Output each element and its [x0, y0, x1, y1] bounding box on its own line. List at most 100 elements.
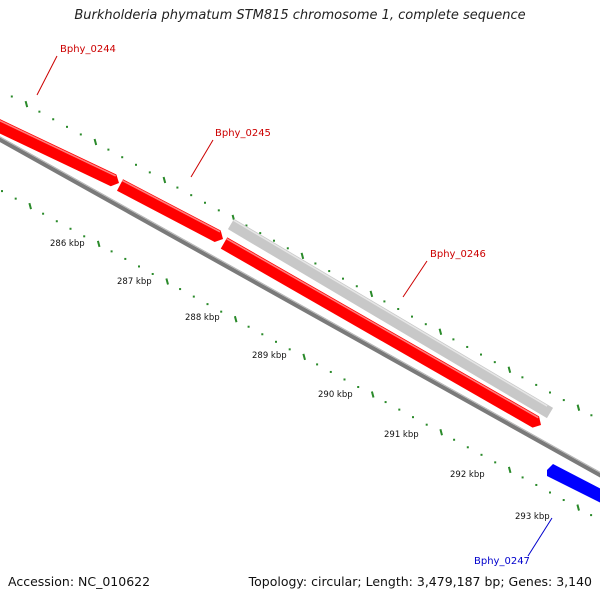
other-feature-bar [227, 218, 554, 419]
minor-tick [535, 483, 538, 486]
major-tick [576, 404, 581, 411]
major-tick [93, 138, 98, 146]
major-tick [576, 504, 580, 511]
inner-tick-track [1, 190, 593, 517]
minor-tick [590, 414, 593, 417]
minor-tick [355, 285, 358, 288]
minor-tick [190, 194, 193, 197]
major-tick [439, 428, 443, 436]
gene-bar-bphy-0245 [116, 179, 223, 242]
gene-bar-bphy-0246 [220, 237, 541, 428]
minor-tick [192, 295, 195, 298]
minor-tick [206, 303, 209, 306]
minor-tick [535, 383, 538, 386]
major-tick [300, 252, 305, 260]
minor-tick [562, 499, 565, 502]
major-tick [507, 466, 512, 474]
scale-label: 289 kbp [252, 351, 287, 361]
minor-tick [151, 272, 154, 275]
minor-tick [411, 315, 413, 318]
minor-tick [329, 370, 332, 373]
minor-tick [138, 265, 140, 268]
gene-label-bphy-0245: Bphy_0245 [215, 128, 271, 139]
minor-tick [179, 288, 182, 291]
minor-tick [273, 239, 275, 242]
minor-tick [424, 323, 427, 326]
major-tick [28, 202, 32, 210]
gene-bar-bphy-0246-highlight [226, 238, 539, 419]
minor-tick [55, 220, 58, 223]
scale-label: 291 kbp [384, 430, 419, 440]
scale-label: 290 kbp [318, 390, 353, 400]
minor-tick [288, 348, 291, 351]
minor-tick [204, 201, 206, 204]
minor-tick [69, 227, 72, 230]
feature-track [0, 119, 600, 503]
minor-tick [384, 401, 387, 404]
scale-labels: 286 kbp 287 kbp 288 kbp 289 kbp 290 kbp 291 k… [50, 239, 550, 522]
minor-tick [148, 171, 151, 174]
minor-tick [14, 197, 17, 200]
minor-tick [314, 262, 317, 265]
major-tick [233, 315, 238, 323]
minor-tick [176, 186, 179, 189]
minor-tick [342, 277, 344, 280]
scale-label: 287 kbp [117, 277, 152, 287]
callout-leader [402, 260, 428, 298]
minor-tick [38, 110, 41, 113]
major-tick [24, 100, 29, 108]
minor-tick [453, 438, 456, 441]
scale-label: 286 kbp [50, 239, 85, 249]
gene-label-bphy-0247: Bphy_0247 [474, 556, 530, 567]
minor-tick [466, 446, 469, 449]
major-tick [96, 240, 101, 248]
gene-bar-bphy-0245-highlight [121, 179, 221, 233]
major-tick [507, 366, 512, 373]
minor-tick [135, 163, 137, 166]
outer-tick-track [10, 95, 593, 417]
gene-bar-bphy-0247 [547, 464, 600, 503]
scale-label: 292 kbp [450, 470, 485, 480]
major-tick [165, 278, 169, 285]
minor-tick [79, 133, 82, 136]
minor-tick [247, 325, 250, 328]
major-tick [438, 328, 443, 336]
minor-tick [521, 476, 524, 479]
minor-tick [343, 378, 346, 381]
gene-label-bphy-0244: Bphy_0244 [60, 44, 116, 55]
callout-leader [36, 55, 58, 96]
minor-tick [562, 399, 565, 402]
minor-tick [521, 376, 524, 379]
backbone-highlight [0, 136, 600, 473]
gene-callouts: Bphy_0244 Bphy_0245 Bphy_0246 Bphy_0247 [36, 44, 553, 567]
gene-label-bphy-0246: Bphy_0246 [430, 249, 486, 260]
topology-label: Topology: circular; Length: 3,479,187 bp… [248, 574, 592, 589]
minor-tick [124, 257, 127, 260]
backbone-line [0, 137, 600, 478]
minor-tick [480, 353, 482, 356]
minor-tick [398, 408, 401, 411]
minor-tick [52, 118, 55, 121]
minor-tick [107, 148, 110, 151]
minor-tick [316, 363, 319, 366]
gene-bar-bphy-0244-highlight [0, 120, 117, 177]
callout-leader [190, 139, 214, 178]
minor-tick [328, 270, 331, 273]
minor-tick [220, 310, 223, 313]
major-tick [369, 290, 374, 298]
minor-tick [259, 232, 262, 235]
minor-tick [412, 416, 414, 419]
scale-label: 293 kbp [515, 512, 550, 522]
minor-tick [245, 224, 248, 227]
minor-tick [452, 338, 455, 341]
minor-tick [397, 308, 400, 311]
minor-tick [275, 340, 277, 343]
minor-tick [493, 361, 496, 364]
minor-tick [66, 125, 68, 128]
minor-tick [10, 95, 13, 98]
gene-bar-bphy-0244 [0, 119, 119, 187]
other-feature-bar-highlight [232, 219, 548, 407]
scale-label: 288 kbp [185, 313, 220, 323]
minor-tick [425, 423, 428, 426]
